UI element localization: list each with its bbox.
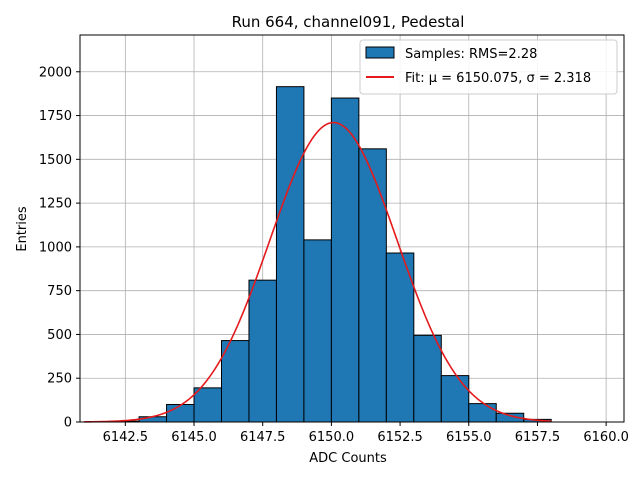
x-tick-label: 6150.0 [309,430,355,445]
y-tick-label: 500 [47,328,72,343]
y-tick-label: 2000 [39,65,72,80]
histogram-bar [193,387,222,423]
x-axis-label: ADC Counts [309,451,387,466]
histogram-bar [138,416,168,423]
plot-frame [79,34,625,423]
histogram-bar [468,403,497,423]
chart-title: Run 664, channel091, Pedestal [232,13,465,31]
histogram-bar [275,86,305,423]
x-tick-label: 6152.5 [377,430,423,445]
x-tick-label: 6142.5 [103,430,149,445]
y-tick-label: 1000 [39,240,72,255]
legend-fit-label: Fit: μ = 6150.075, σ = 2.318 [405,71,591,86]
y-tick-label: 250 [47,372,72,387]
fit-curve-group [84,121,552,423]
x-tick-label: 6157.5 [515,430,561,445]
legend-histogram-swatch [365,46,395,59]
histogram-bar [166,403,195,423]
x-tick-label: 6147.5 [240,430,286,445]
histogram-bar [303,239,332,423]
legend-histogram-label: Samples: RMS=2.28 [405,47,537,62]
histogram-bar [440,375,470,423]
histogram-bar [385,252,415,423]
y-tick-label: 750 [47,284,72,299]
y-axis-label: Entries [15,206,30,252]
legend: Samples: RMS=2.28 Fit: μ = 6150.075, σ =… [359,39,618,95]
y-tick-label: 0 [64,416,72,431]
x-tick-label: 6145.0 [171,430,217,445]
y-tick-label: 1750 [39,109,72,124]
x-tick-label: 6155.0 [446,430,492,445]
histogram-bar [413,334,442,423]
fit-curve [84,121,552,423]
histogram-bar [330,97,360,423]
y-tick-label: 1500 [39,153,72,168]
histogram-bar [248,279,277,423]
histogram-bar [358,148,387,423]
y-tick-label: 1250 [39,197,72,212]
axis-ticks: 6142.5 6145.0 6147.5 6150.0 6152.5 6155.0 6157… [39,65,629,445]
histogram-bar [220,340,250,423]
legend-box [359,39,618,95]
x-tick-label: 6160.0 [583,430,629,445]
